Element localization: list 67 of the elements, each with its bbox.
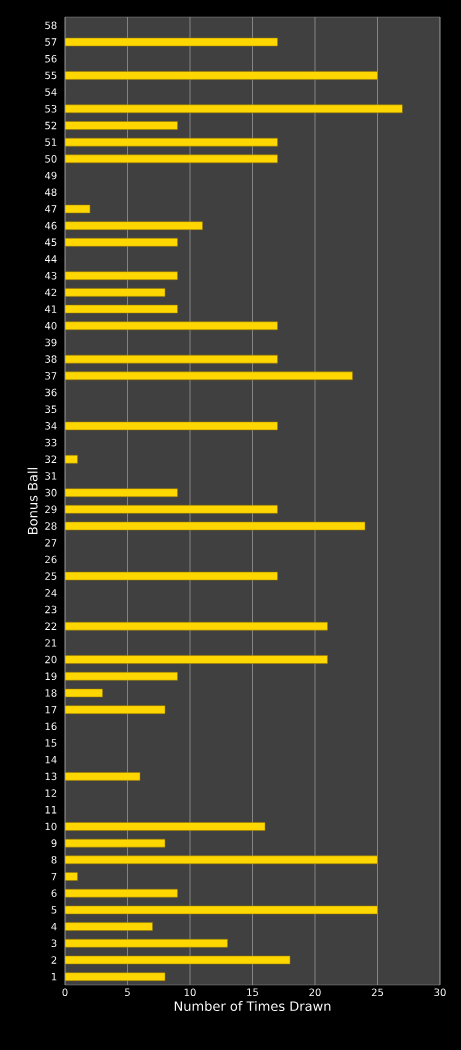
y-tick-label: 37 (45, 372, 57, 380)
y-tick-label: 1 (51, 973, 57, 981)
y-tick-label: 36 (45, 388, 57, 397)
x-tick-label: 15 (247, 988, 258, 996)
x-tick-label: 0 (62, 988, 68, 997)
y-tick-label: 21 (45, 639, 57, 647)
y-tick-label: 50 (45, 155, 57, 163)
y-tick-label: 10 (45, 822, 57, 831)
y-tick-label: 58 (45, 21, 57, 30)
y-tick-label: 16 (45, 722, 57, 731)
x-tick-label: 10 (184, 988, 196, 997)
y-tick-label: 53 (45, 105, 57, 113)
y-tick-label: 41 (44, 305, 57, 313)
y-tick-label: 56 (45, 54, 57, 63)
y-tick-label: 19 (45, 672, 57, 681)
y-tick-label: 49 (44, 171, 57, 180)
y-tick-label: 27 (45, 539, 57, 547)
y-tick-label: 2 (51, 956, 57, 964)
y-tick-label: 26 (45, 555, 57, 564)
y-tick-label: 24 (45, 589, 57, 597)
y-tick-label: 33 (45, 438, 57, 447)
y-tick-label: 44 (44, 255, 57, 263)
y-tick-label: 20 (45, 655, 57, 664)
x-tick-label: 20 (309, 988, 321, 997)
y-tick-label: 34 (45, 422, 57, 430)
y-tick-label: 45 (44, 238, 57, 247)
y-tick-label: 51 (45, 138, 57, 146)
y-axis-title: Bonus Ball (27, 468, 38, 534)
x-tick-label: 30 (434, 988, 446, 997)
y-tick-label: 22 (45, 622, 57, 630)
y-tick-label: 18 (45, 689, 57, 697)
y-tick-label: 48 (44, 188, 57, 197)
x-tick-label: 5 (125, 988, 130, 996)
y-tick-label: 12 (45, 789, 57, 797)
y-tick-label: 5 (51, 906, 57, 914)
y-tick-label: 23 (45, 605, 57, 614)
y-tick-label: 3 (51, 939, 57, 948)
y-tick-label: 52 (45, 121, 57, 130)
y-tick-label: 8 (51, 856, 57, 864)
y-tick-label: 32 (45, 455, 57, 464)
y-tick-label: 35 (45, 405, 57, 413)
x-tick-label: 25 (371, 988, 383, 997)
y-tick-label: 57 (45, 38, 57, 46)
y-tick-label: 17 (45, 705, 57, 714)
y-tick-label: 14 (45, 756, 57, 764)
y-tick-label: 4 (51, 922, 57, 931)
y-tick-label: 11 (45, 806, 57, 814)
x-axis-title: Number of Times Drawn (174, 1000, 331, 1012)
y-tick-label: 29 (45, 505, 57, 514)
y-tick-label: 30 (45, 488, 57, 497)
y-tick-label: 38 (45, 355, 57, 363)
y-tick-label: 13 (45, 772, 57, 781)
y-tick-label: 42 (44, 288, 57, 297)
y-tick-label: 39 (45, 338, 57, 347)
y-tick-label: 43 (44, 271, 57, 280)
y-tick-label: 47 (44, 205, 57, 213)
y-tick-label: 25 (45, 572, 57, 580)
y-tick-label: 55 (45, 71, 57, 80)
y-tick-label: 31 (45, 472, 57, 480)
y-tick-label: 40 (44, 321, 57, 330)
y-tick-label: 6 (51, 889, 57, 897)
y-tick-label: 9 (51, 839, 57, 847)
y-tick-label: 28 (45, 522, 57, 530)
y-tick-label: 54 (45, 88, 57, 96)
y-tick-label: 15 (45, 739, 57, 747)
y-tick-label: 7 (51, 872, 57, 881)
y-tick-label: 46 (44, 221, 57, 230)
